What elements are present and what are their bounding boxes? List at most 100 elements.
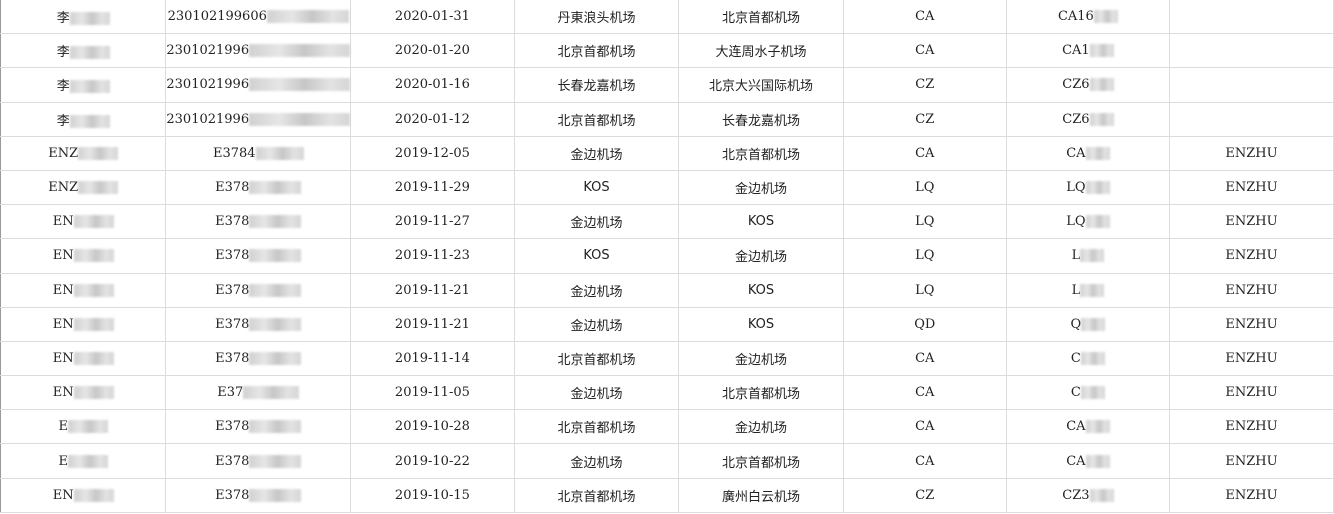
- cell-airline[interactable]: CZ: [842, 67, 1007, 103]
- cell-passenger[interactable]: ENZHU: [1168, 375, 1334, 411]
- cell-flight[interactable]: C: [1005, 340, 1170, 377]
- cell-from[interactable]: 北京首都机场: [513, 340, 680, 377]
- cell-flight[interactable]: CZ6: [1005, 101, 1170, 137]
- cell-airline[interactable]: CZ: [842, 101, 1007, 137]
- cell-from[interactable]: 北京首都机场: [513, 101, 680, 137]
- cell-passenger[interactable]: ENZHU: [1168, 477, 1334, 513]
- cell-airline[interactable]: CA: [842, 409, 1007, 445]
- cell-name[interactable]: EN: [0, 340, 167, 377]
- cell-to[interactable]: 金边机场: [678, 169, 844, 206]
- cell-passenger[interactable]: [1168, 0, 1334, 35]
- cell-from[interactable]: 金边机场: [513, 306, 680, 342]
- cell-airline[interactable]: CA: [842, 0, 1007, 35]
- cell-date[interactable]: 2019-10-28: [350, 409, 515, 445]
- cell-id[interactable]: 2301021996: [165, 33, 352, 69]
- cell-name[interactable]: ENZ: [0, 135, 167, 171]
- cell-flight[interactable]: CA16: [1005, 0, 1170, 35]
- cell-to[interactable]: 北京首都机场: [678, 443, 844, 479]
- cell-passenger[interactable]: ENZHU: [1168, 238, 1334, 274]
- cell-passenger[interactable]: [1168, 67, 1334, 103]
- cell-airline[interactable]: QD: [842, 306, 1007, 342]
- cell-airline[interactable]: CA: [842, 443, 1007, 479]
- cell-id[interactable]: E378: [165, 272, 352, 308]
- cell-from[interactable]: KOS: [513, 169, 680, 206]
- cell-flight[interactable]: LQ: [1005, 204, 1170, 240]
- cell-passenger[interactable]: ENZHU: [1168, 409, 1334, 445]
- cell-date[interactable]: 2019-11-21: [350, 272, 515, 308]
- cell-name[interactable]: EN: [0, 238, 167, 274]
- cell-flight[interactable]: Q: [1005, 306, 1170, 342]
- cell-name[interactable]: 李: [0, 101, 167, 137]
- cell-to[interactable]: 金边机场: [678, 409, 844, 445]
- cell-from[interactable]: 北京首都机场: [513, 409, 680, 445]
- cell-id[interactable]: E3784: [165, 135, 352, 171]
- cell-date[interactable]: 2019-11-23: [350, 238, 515, 274]
- cell-id[interactable]: E378: [165, 443, 352, 479]
- cell-airline[interactable]: LQ: [842, 204, 1007, 240]
- cell-to[interactable]: KOS: [678, 272, 844, 308]
- cell-name[interactable]: EN: [0, 204, 167, 240]
- cell-to[interactable]: 北京首都机场: [678, 135, 844, 171]
- cell-date[interactable]: 2019-10-22: [350, 443, 515, 479]
- cell-id[interactable]: E378: [165, 238, 352, 274]
- cell-date[interactable]: 2019-11-05: [350, 375, 515, 411]
- cell-name[interactable]: ENZ: [0, 169, 167, 206]
- cell-name[interactable]: EN: [0, 272, 167, 308]
- cell-passenger[interactable]: ENZHU: [1168, 340, 1334, 377]
- cell-airline[interactable]: LQ: [842, 169, 1007, 206]
- cell-date[interactable]: 2019-11-21: [350, 306, 515, 342]
- cell-to[interactable]: KOS: [678, 204, 844, 240]
- cell-from[interactable]: 北京首都机场: [513, 477, 680, 513]
- cell-id[interactable]: E378: [165, 169, 352, 206]
- cell-from[interactable]: 金边机场: [513, 204, 680, 240]
- cell-id[interactable]: E37: [165, 375, 352, 411]
- cell-to[interactable]: 金边机场: [678, 340, 844, 377]
- cell-date[interactable]: 2019-11-27: [350, 204, 515, 240]
- cell-to[interactable]: 北京首都机场: [678, 375, 844, 411]
- cell-name[interactable]: EN: [0, 375, 167, 411]
- cell-from[interactable]: 金边机场: [513, 443, 680, 479]
- cell-id[interactable]: 2301021996: [165, 67, 352, 103]
- cell-id[interactable]: E378: [165, 409, 352, 445]
- cell-airline[interactable]: LQ: [842, 238, 1007, 274]
- cell-from[interactable]: 北京首都机场: [513, 33, 680, 69]
- cell-to[interactable]: 北京大兴国际机场: [678, 67, 844, 103]
- cell-airline[interactable]: LQ: [842, 272, 1007, 308]
- cell-name[interactable]: 李: [0, 33, 167, 69]
- cell-from[interactable]: 丹東浪头机场: [513, 0, 680, 35]
- cell-date[interactable]: 2019-11-29: [350, 169, 515, 206]
- cell-flight[interactable]: L: [1005, 238, 1170, 274]
- cell-passenger[interactable]: ENZHU: [1168, 169, 1334, 206]
- cell-to[interactable]: 金边机场: [678, 238, 844, 274]
- cell-id[interactable]: E378: [165, 204, 352, 240]
- cell-from[interactable]: KOS: [513, 238, 680, 274]
- cell-from[interactable]: 金边机场: [513, 135, 680, 171]
- cell-id[interactable]: 230102199606: [165, 0, 352, 35]
- cell-id[interactable]: E378: [165, 306, 352, 342]
- cell-to[interactable]: 廣州白云机场: [678, 477, 844, 513]
- cell-passenger[interactable]: ENZHU: [1168, 204, 1334, 240]
- cell-from[interactable]: 金边机场: [513, 375, 680, 411]
- cell-passenger[interactable]: ENZHU: [1168, 443, 1334, 479]
- cell-passenger[interactable]: ENZHU: [1168, 272, 1334, 308]
- cell-passenger[interactable]: ENZHU: [1168, 135, 1334, 171]
- cell-flight[interactable]: CA: [1005, 409, 1170, 445]
- cell-airline[interactable]: CA: [842, 375, 1007, 411]
- cell-flight[interactable]: CA: [1005, 443, 1170, 479]
- cell-date[interactable]: 2020-01-31: [350, 0, 515, 35]
- cell-flight[interactable]: L: [1005, 272, 1170, 308]
- cell-name[interactable]: E: [0, 443, 167, 479]
- cell-passenger[interactable]: [1168, 33, 1334, 69]
- cell-flight[interactable]: CA1: [1005, 33, 1170, 69]
- cell-airline[interactable]: CA: [842, 33, 1007, 69]
- cell-name[interactable]: EN: [0, 306, 167, 342]
- cell-from[interactable]: 金边机场: [513, 272, 680, 308]
- cell-id[interactable]: 2301021996: [165, 101, 352, 137]
- cell-to[interactable]: 长春龙嘉机场: [678, 101, 844, 137]
- cell-to[interactable]: 大连周水子机场: [678, 33, 844, 69]
- cell-to[interactable]: 北京首都机场: [678, 0, 844, 35]
- cell-airline[interactable]: CZ: [842, 477, 1007, 513]
- cell-flight[interactable]: CA: [1005, 135, 1170, 171]
- cell-from[interactable]: 长春龙嘉机场: [513, 67, 680, 103]
- cell-id[interactable]: E378: [165, 340, 352, 377]
